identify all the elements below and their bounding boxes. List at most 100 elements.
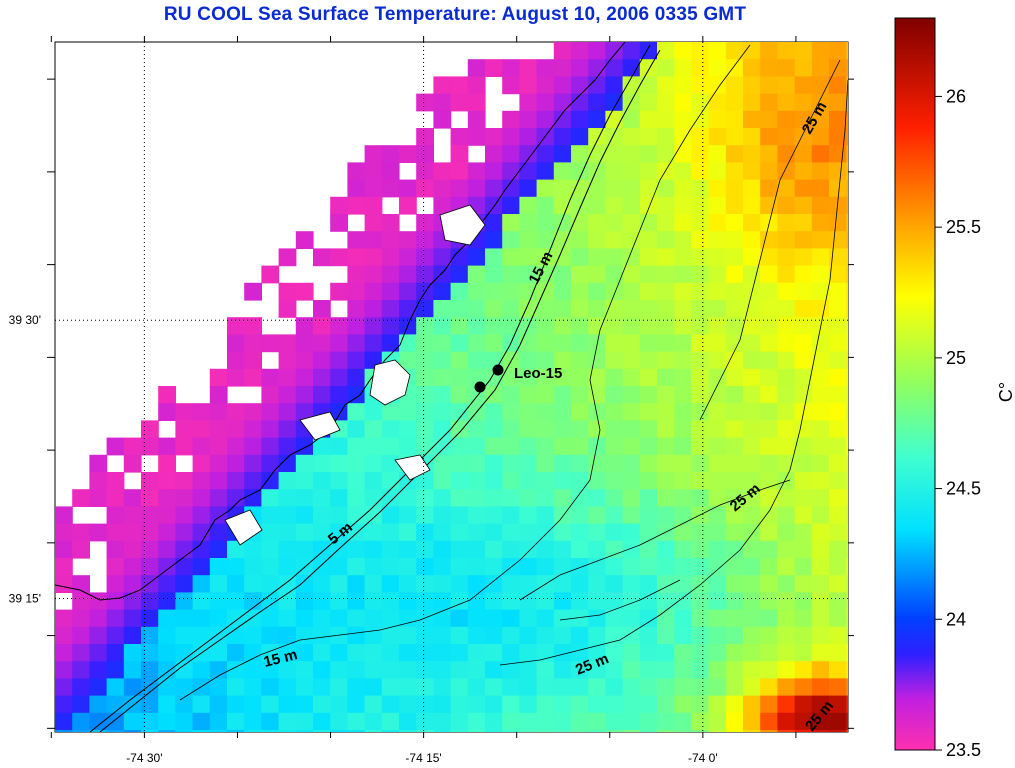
sst-cell bbox=[811, 351, 830, 370]
sst-cell bbox=[674, 454, 692, 473]
sst-cell bbox=[519, 265, 538, 284]
sst-cell bbox=[743, 644, 761, 662]
sst-cell bbox=[708, 472, 727, 490]
sst-cell bbox=[485, 162, 503, 181]
sst-cell bbox=[708, 626, 727, 645]
sst-cell bbox=[674, 368, 692, 387]
sst-cell bbox=[278, 489, 297, 507]
sst-cell bbox=[588, 575, 606, 593]
sst-cell bbox=[364, 437, 383, 456]
sst-cell bbox=[846, 76, 848, 95]
sst-cell bbox=[416, 214, 434, 232]
sst-cell bbox=[89, 712, 108, 731]
sst-cell bbox=[261, 523, 280, 542]
sst-cell bbox=[743, 196, 761, 215]
sst-cell bbox=[639, 145, 658, 163]
sst-cell bbox=[347, 420, 366, 439]
sst-cell bbox=[743, 386, 761, 404]
sst-cell bbox=[364, 506, 383, 525]
sst-cell bbox=[467, 76, 486, 95]
sst-cell bbox=[450, 712, 469, 731]
sst-cell bbox=[639, 506, 658, 525]
sst-cell bbox=[433, 661, 452, 679]
sst-cell bbox=[829, 695, 847, 714]
sst-cell bbox=[89, 661, 108, 679]
chart-title: RU COOL Sea Surface Temperature: August … bbox=[163, 4, 747, 25]
sst-cell bbox=[657, 523, 675, 542]
sst-cell bbox=[691, 110, 710, 129]
sst-cell bbox=[605, 265, 624, 284]
sst-cell bbox=[330, 609, 348, 628]
sst-cell bbox=[725, 609, 744, 628]
sst-cell bbox=[554, 747, 572, 765]
sst-cell bbox=[811, 265, 830, 284]
sst-cell bbox=[760, 265, 778, 284]
sst-cell bbox=[381, 695, 400, 714]
sst-cell bbox=[777, 196, 796, 215]
sst-cell bbox=[278, 558, 297, 576]
sst-cell bbox=[846, 59, 848, 77]
sst-cell bbox=[760, 128, 778, 146]
sst-cell bbox=[485, 489, 503, 507]
sst-cell bbox=[502, 179, 520, 198]
sst-cell bbox=[691, 472, 710, 490]
sst-cell bbox=[485, 437, 503, 456]
sst-cell bbox=[760, 196, 778, 215]
sst-cell bbox=[536, 128, 555, 146]
sst-cell bbox=[725, 678, 744, 697]
sst-cell bbox=[553, 128, 572, 146]
sst-cell bbox=[536, 661, 555, 679]
sst-cell bbox=[639, 575, 658, 593]
sst-cell bbox=[691, 558, 710, 576]
sst-cell bbox=[450, 403, 469, 421]
sst-cell bbox=[811, 644, 830, 662]
sst-cell bbox=[846, 489, 848, 507]
sst-cell bbox=[571, 747, 589, 765]
sst-cell bbox=[55, 678, 73, 697]
sst-cell bbox=[639, 76, 658, 95]
sst-cell bbox=[261, 506, 280, 525]
sst-cell bbox=[863, 420, 881, 438]
sst-cell bbox=[812, 747, 830, 765]
sst-cell bbox=[829, 626, 847, 645]
sst-cell bbox=[347, 678, 366, 697]
sst-cell bbox=[794, 695, 813, 714]
sst-cell bbox=[192, 472, 211, 490]
sst-cell bbox=[657, 489, 675, 507]
sst-cell bbox=[760, 523, 778, 542]
sst-cell bbox=[347, 196, 366, 215]
sst-cell bbox=[622, 196, 641, 215]
sst-cell bbox=[777, 110, 796, 129]
sst-cell bbox=[502, 265, 520, 284]
sst-cell bbox=[450, 282, 469, 301]
sst-cell bbox=[158, 626, 176, 645]
sst-cell bbox=[760, 489, 778, 507]
sst-cell bbox=[725, 93, 744, 112]
sst-cell bbox=[192, 437, 211, 456]
station-marker-inshore[interactable] bbox=[474, 381, 486, 393]
sst-cell bbox=[571, 110, 589, 129]
sst-cell bbox=[829, 678, 847, 697]
sst-cell bbox=[536, 420, 555, 439]
sst-cell bbox=[295, 506, 314, 525]
sst-cell bbox=[55, 575, 73, 593]
sst-cell bbox=[519, 145, 538, 163]
sst-cell bbox=[347, 695, 366, 714]
sst-cell bbox=[622, 661, 641, 679]
sst-cell bbox=[295, 231, 314, 249]
sst-cell bbox=[416, 558, 434, 576]
sst-cell bbox=[588, 523, 606, 542]
station-marker-offshore[interactable] bbox=[492, 364, 504, 376]
sst-cell bbox=[674, 42, 692, 60]
sst-cell bbox=[175, 540, 194, 559]
sst-cell bbox=[364, 403, 383, 421]
sst-cell bbox=[485, 248, 503, 267]
sst-cell bbox=[588, 351, 606, 370]
sst-cell bbox=[760, 231, 778, 249]
sst-cell bbox=[794, 558, 813, 576]
sst-cell bbox=[467, 626, 486, 645]
sst-cell bbox=[72, 695, 90, 714]
sst-cell bbox=[708, 179, 727, 198]
station-leo-15[interactable]: Leo-15 bbox=[474, 364, 563, 393]
sst-cell bbox=[55, 506, 73, 525]
